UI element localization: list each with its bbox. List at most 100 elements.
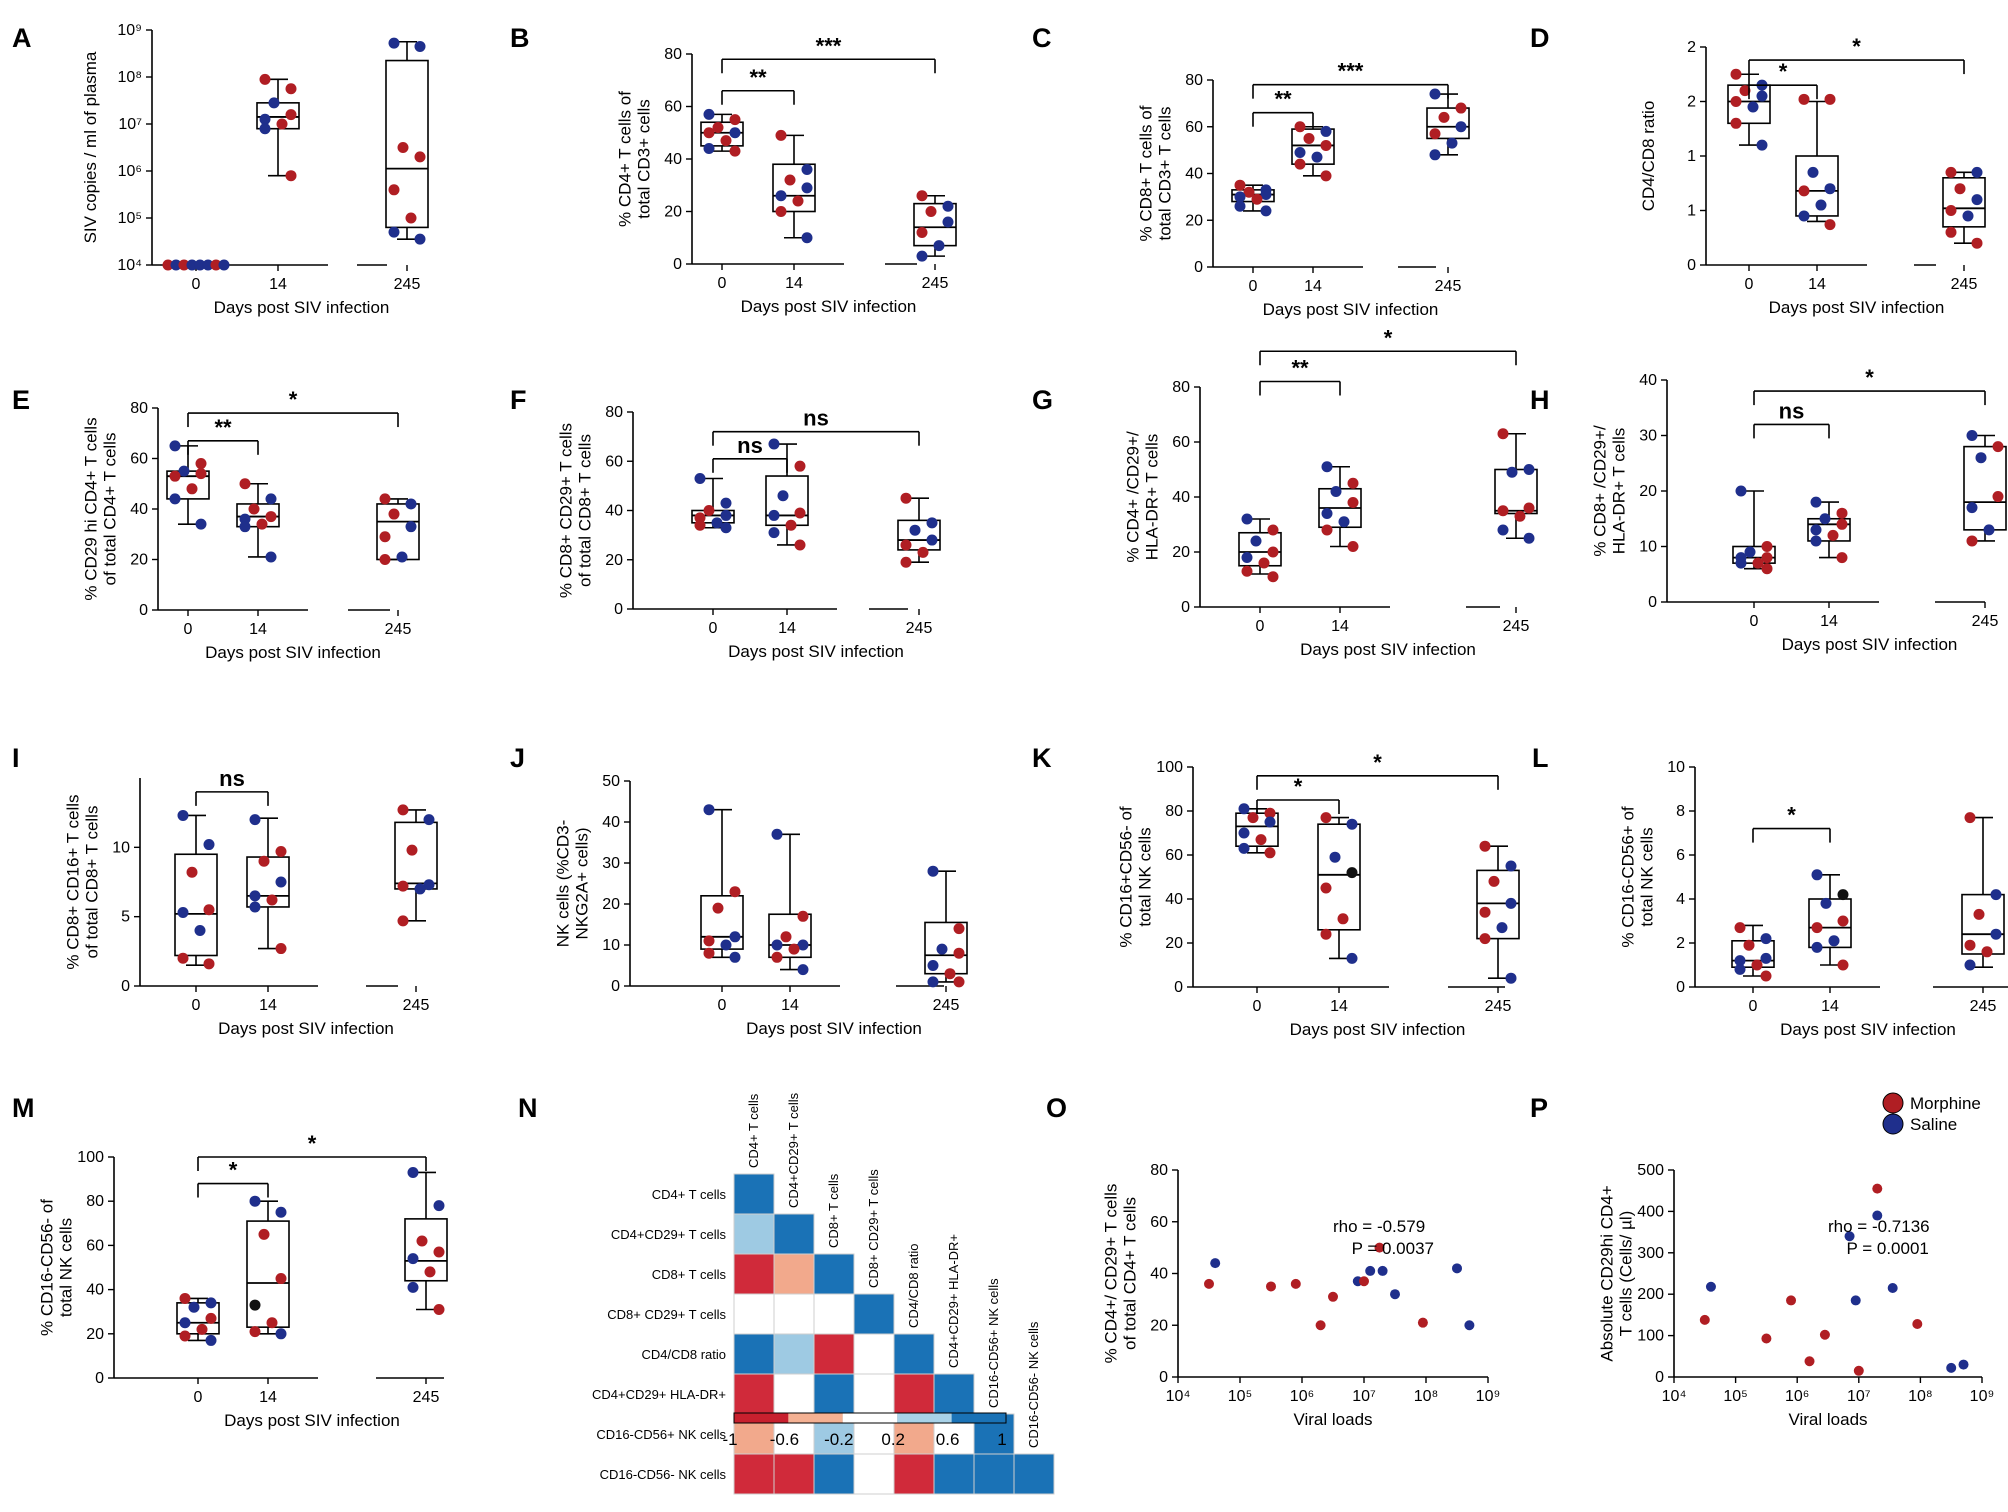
x-tick-label: 245	[394, 276, 421, 293]
panel-H: H 0 10 20 30 40 % CD8+ /CD29+/HLA-DR+ T cells 0…	[1530, 365, 2007, 654]
data-point	[801, 164, 813, 175]
heatmap-cell	[773, 1333, 815, 1375]
box-14	[1317, 812, 1361, 964]
data-point	[379, 493, 391, 505]
data-point	[202, 259, 214, 271]
y-tick-label: 40	[1150, 1266, 1168, 1283]
data-point	[170, 259, 182, 271]
data-point	[703, 127, 715, 139]
data-point	[266, 894, 278, 906]
y-tick-label: 40	[1639, 372, 1657, 389]
row-label: CD4+CD29+ HLA-DR+	[592, 1387, 726, 1402]
y-tick-label: 0	[1181, 599, 1190, 616]
p-value: P = 0.0037	[1352, 1239, 1434, 1258]
heatmap-cell	[773, 1253, 815, 1295]
ylabel-line: of total CD8+ T cells	[576, 434, 595, 587]
data-point	[1365, 1265, 1376, 1276]
data-point	[797, 964, 809, 976]
row-label: CD4/CD8 ratio	[641, 1347, 726, 1362]
y-tick-label: 400	[1637, 1203, 1664, 1220]
data-point	[1730, 68, 1742, 80]
data-point	[1455, 121, 1467, 133]
data-point	[1328, 1291, 1338, 1302]
ylabel-line: % CD4+ /CD29+/	[1124, 431, 1143, 563]
data-point	[788, 943, 800, 955]
data-point	[1761, 1333, 1772, 1344]
data-point	[1347, 541, 1359, 552]
x-tick-label: 10⁴	[1166, 1388, 1191, 1405]
y-tick-label: 10⁸	[117, 69, 142, 86]
heatmap-cell	[933, 1373, 975, 1415]
y-tick-label: 20	[602, 896, 620, 913]
data-point	[397, 142, 409, 153]
data-point	[1836, 518, 1848, 530]
data-point	[768, 438, 780, 450]
data-point	[1973, 908, 1985, 920]
box-iqr	[1795, 155, 1839, 217]
data-point	[1479, 840, 1491, 852]
ylabel-line: total CD3+ cells	[635, 99, 654, 219]
data-point	[210, 259, 222, 271]
box-0	[176, 1292, 220, 1346]
box-245	[376, 493, 420, 565]
x-tick-label: 10⁷	[1847, 1388, 1871, 1405]
legend: Morphine Saline	[1882, 1092, 1981, 1135]
panel-letter: P	[1530, 1093, 1548, 1123]
y-tick-label: 40	[664, 151, 682, 168]
significance-bracket: ns	[712, 406, 920, 446]
panel-letter: B	[510, 23, 530, 53]
ylabel-line: total NK cells	[57, 1218, 76, 1317]
significance-bracket: *	[197, 1131, 427, 1171]
data-point	[259, 113, 271, 125]
x-axis-label: Days post SIV infection	[218, 1019, 394, 1038]
colorbar-tick-label: 1	[997, 1430, 1006, 1449]
data-point	[729, 951, 741, 963]
heatmap-cell	[813, 1333, 855, 1375]
x-axis-label: Days post SIV infection	[728, 642, 904, 661]
data-point	[1320, 170, 1332, 182]
significance-bracket: *	[197, 1158, 269, 1198]
ylabel-line: % CD4+ T cells of	[616, 91, 635, 227]
p-value: P = 0.0001	[1846, 1239, 1928, 1258]
data-point	[1488, 875, 1500, 887]
data-point	[1964, 939, 1976, 951]
significance-label: *	[1384, 325, 1393, 350]
x-tick-label: 0	[709, 620, 718, 637]
y-tick-label: 30	[602, 855, 620, 872]
data-point	[1992, 491, 2004, 503]
data-point	[275, 1206, 287, 1218]
data-point	[388, 226, 400, 238]
y-tick-label: 40	[1172, 489, 1190, 506]
rho-value: rho = -0.7136	[1828, 1217, 1930, 1236]
data-point	[1837, 959, 1849, 971]
y-tick-label: 0	[121, 978, 130, 995]
y-tick-label: 20	[1172, 544, 1190, 561]
data-point	[801, 232, 813, 244]
y-tick-label: 40	[1165, 891, 1183, 908]
x-tick-label: 245	[1485, 998, 1512, 1015]
panel-letter: A	[12, 23, 32, 53]
data-point	[1739, 85, 1751, 97]
data-point	[1760, 970, 1772, 982]
heatmap-cell	[813, 1253, 855, 1295]
data-point	[396, 551, 408, 563]
y-tick-label: 10	[112, 839, 130, 856]
ylabel-line: T cells (Cells/ µl)	[1617, 1211, 1636, 1337]
y-tick-label: 60	[1150, 1214, 1168, 1231]
legend-marker-morphine	[1882, 1092, 1904, 1114]
data-point	[266, 1317, 278, 1329]
data-point	[1258, 557, 1270, 569]
data-point	[792, 195, 804, 207]
y-axis-label: % CD8+ CD29+ T cells of total CD8+ T cell…	[557, 423, 595, 598]
data-point	[285, 83, 297, 95]
box-245	[385, 37, 429, 245]
data-point	[1505, 972, 1517, 984]
ylabel-line: CD4/CD8 ratio	[1639, 101, 1658, 212]
data-point	[239, 521, 251, 533]
y-tick-label: 40	[86, 1282, 104, 1299]
row-label: CD16-CD56- NK cells	[600, 1467, 727, 1482]
y-tick-label: 20	[605, 552, 623, 569]
legend-label-morphine: Morphine	[1910, 1094, 1981, 1113]
data-point	[711, 517, 723, 529]
box-14	[765, 438, 809, 551]
